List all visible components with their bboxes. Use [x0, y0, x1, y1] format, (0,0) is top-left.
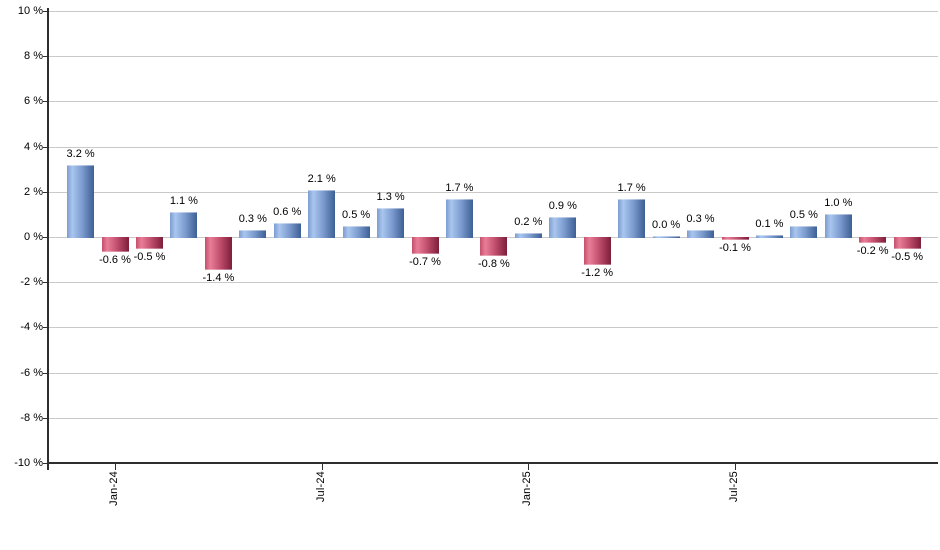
- bar-Jun-25: [687, 230, 714, 238]
- x-axis-label: Jul-24: [315, 471, 327, 503]
- y-axis-label: 8 %: [24, 50, 43, 62]
- y-axis-label: -4 %: [20, 321, 43, 333]
- bar-value-label: 0.0 %: [652, 219, 681, 231]
- bar-value-label: 3.2 %: [66, 147, 95, 160]
- plot-area: 3.2 % -0.6 % -0.5 % 1.1 % -1.4 % 0.3 % 0.6 % 2.…: [48, 11, 938, 463]
- bar-Dec-25: [893, 237, 921, 250]
- y-axis-tick: [43, 373, 48, 374]
- gridline--4: [48, 327, 938, 328]
- bar-Feb-24: [136, 237, 163, 250]
- gridline--6: [48, 373, 938, 374]
- bar-value-label: -0.5 %: [891, 251, 924, 264]
- bar-Oct-25: [824, 214, 852, 238]
- y-axis-label: 10 %: [17, 5, 43, 17]
- y-axis-tick: [43, 327, 48, 328]
- bar-value-label: -0.6 %: [99, 253, 131, 266]
- bar-Mar-24: [170, 212, 198, 238]
- gridline--8: [48, 418, 938, 419]
- bar-value-label: 1.7 %: [617, 181, 646, 194]
- gridline-4: [48, 147, 938, 148]
- bar-Jun-24: [273, 223, 301, 238]
- bar-Sep-24: [377, 207, 405, 238]
- bar-value-label: 0.6 %: [273, 206, 302, 219]
- y-axis-tick: [43, 11, 48, 12]
- bar-value-label: -0.8 %: [477, 258, 510, 271]
- x-axis-label: Jan-24: [108, 471, 120, 506]
- gridline-2: [48, 192, 938, 193]
- x-axis-tick: [322, 463, 323, 470]
- bar-Aug-24: [342, 225, 370, 238]
- bar-value-label: 0.2 %: [514, 215, 543, 228]
- y-axis-label: -8 %: [20, 412, 43, 424]
- bar-value-label: 0.3 %: [686, 213, 715, 226]
- bar-May-24: [239, 230, 267, 238]
- bar-value-label: 0.9 %: [548, 199, 577, 212]
- y-axis-label: -6 %: [20, 367, 43, 379]
- y-axis-label: 4 %: [24, 141, 43, 153]
- y-axis-label: 6 %: [24, 95, 43, 107]
- bar-value-label: 1.7 %: [445, 181, 474, 194]
- bar-Jul-25: [721, 237, 749, 241]
- gridline-8: [48, 56, 938, 57]
- y-axis-label: -10 %: [14, 457, 43, 469]
- bar-value-label: 2.1 %: [307, 172, 336, 185]
- y-axis-line: [47, 8, 49, 470]
- bar-Dec-24: [480, 237, 508, 257]
- bar-Apr-24: [204, 237, 232, 270]
- y-axis-tick: [43, 237, 48, 238]
- bar-Nov-24: [445, 198, 473, 238]
- bar-value-label: 1.0 %: [824, 197, 853, 210]
- bar-value-label: -0.7 %: [409, 255, 441, 268]
- bar-Jan-25: [514, 232, 542, 238]
- gridline-6: [48, 101, 938, 102]
- bar-Oct-24: [411, 237, 439, 254]
- bar-Jul-24: [308, 189, 336, 238]
- x-axis-line: [47, 462, 938, 464]
- bar-value-label: -0.1 %: [719, 242, 751, 255]
- bar-Apr-25: [618, 198, 646, 238]
- x-axis-tick: [115, 463, 116, 470]
- x-axis-label: Jan-25: [521, 471, 533, 506]
- bar-Mar-25: [583, 237, 611, 266]
- y-axis-tick: [43, 282, 48, 283]
- bar-Nov-25: [859, 237, 887, 243]
- bar-Feb-25: [549, 216, 577, 238]
- bar-Dec-23: [67, 164, 95, 238]
- gridline-10: [48, 11, 938, 12]
- y-axis-tick: [43, 418, 48, 419]
- y-axis-label: 2 %: [24, 186, 43, 198]
- bar-value-label: -0.2 %: [856, 244, 889, 257]
- bar-May-25: [652, 236, 680, 238]
- y-axis-label: 0 %: [24, 231, 43, 243]
- bar-value-label: 0.1 %: [755, 217, 784, 230]
- y-axis-tick: [43, 192, 48, 193]
- y-axis-tick: [43, 56, 48, 57]
- bar-value-label: 0.5 %: [342, 208, 371, 221]
- bar-value-label: 0.3 %: [238, 213, 267, 226]
- x-axis-label: Jul-25: [728, 471, 740, 503]
- bar-value-label: -0.5 %: [133, 251, 166, 264]
- bar-Aug-25: [755, 234, 783, 238]
- y-axis-label: -2 %: [20, 276, 43, 288]
- x-axis-tick: [528, 463, 529, 470]
- bar-Sep-25: [790, 225, 818, 238]
- y-axis-tick: [43, 463, 48, 464]
- bar-value-label: -1.2 %: [581, 267, 614, 280]
- y-axis-tick: [43, 147, 48, 148]
- bar-value-label: 0.5 %: [789, 208, 818, 221]
- x-axis-tick: [735, 463, 736, 470]
- y-axis-tick: [43, 101, 48, 102]
- bar-value-label: -1.4 %: [202, 271, 235, 284]
- bar-Jan-24: [101, 237, 129, 252]
- bar-value-label: 1.3 %: [376, 190, 405, 203]
- gridline--2: [48, 282, 938, 283]
- bar-value-label: 1.1 %: [169, 195, 198, 208]
